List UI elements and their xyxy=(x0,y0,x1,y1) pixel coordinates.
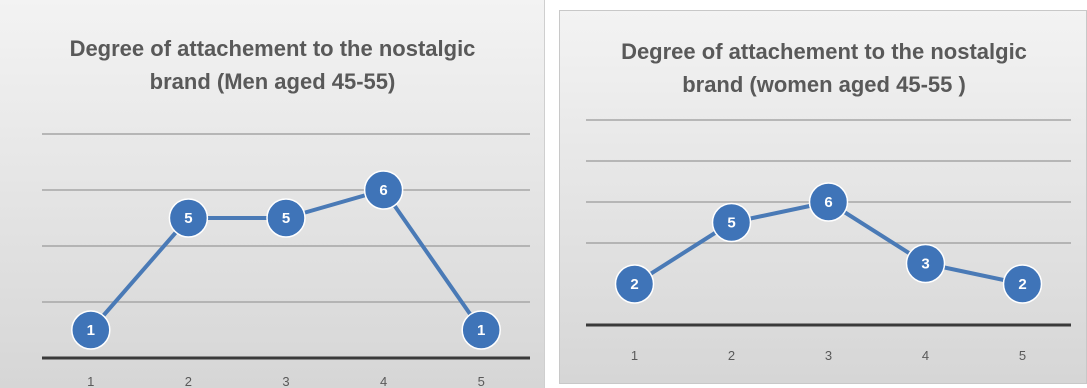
data-label: 1 xyxy=(477,322,485,339)
chart-panel-men: Degree of attachement to the nostalgic b… xyxy=(0,0,545,388)
data-label: 1 xyxy=(87,322,95,339)
data-point-marker xyxy=(168,198,209,238)
chart-title: Degree of attachement to the nostalgic b… xyxy=(69,36,476,94)
chart-title: Degree of attachement to the nostalgic b… xyxy=(621,39,1027,97)
data-label: 5 xyxy=(727,215,735,232)
data-point-marker xyxy=(71,310,111,350)
data-label: 3 xyxy=(921,256,929,273)
x-tick-label: 1 xyxy=(87,374,94,388)
data-point-marker xyxy=(711,202,752,243)
data-label: 6 xyxy=(379,182,387,199)
data-label: 2 xyxy=(1018,276,1026,293)
data-point-marker xyxy=(808,182,849,222)
data-point-marker xyxy=(614,264,655,304)
x-tick-label: 5 xyxy=(478,374,485,388)
data-label: 2 xyxy=(630,276,638,293)
data-label: 5 xyxy=(184,210,192,227)
data-point-marker xyxy=(266,198,306,238)
data-point-marker xyxy=(905,243,946,284)
data-label: 5 xyxy=(282,210,290,227)
data-point-marker xyxy=(1002,264,1043,304)
x-tick-label: 3 xyxy=(825,348,832,363)
line-chart-women: 1 2 3 4 5 2 5 6 3 2 xyxy=(586,119,1071,363)
x-tick-label: 4 xyxy=(380,374,387,388)
x-tick-label: 2 xyxy=(728,348,735,363)
x-tick-label: 1 xyxy=(631,348,638,363)
chart-panel-women: Degree of attachement to the nostalgic b… xyxy=(559,10,1087,384)
data-point-marker xyxy=(363,170,404,210)
x-tick-label: 2 xyxy=(185,374,192,388)
x-tick-label: 4 xyxy=(922,348,929,363)
data-point-marker xyxy=(461,310,501,350)
x-tick-label: 5 xyxy=(1019,348,1026,363)
data-label: 6 xyxy=(824,194,832,211)
x-tick-label: 3 xyxy=(282,374,289,388)
line-chart-men: 1 2 3 4 5 1 5 5 6 1 xyxy=(42,133,530,388)
